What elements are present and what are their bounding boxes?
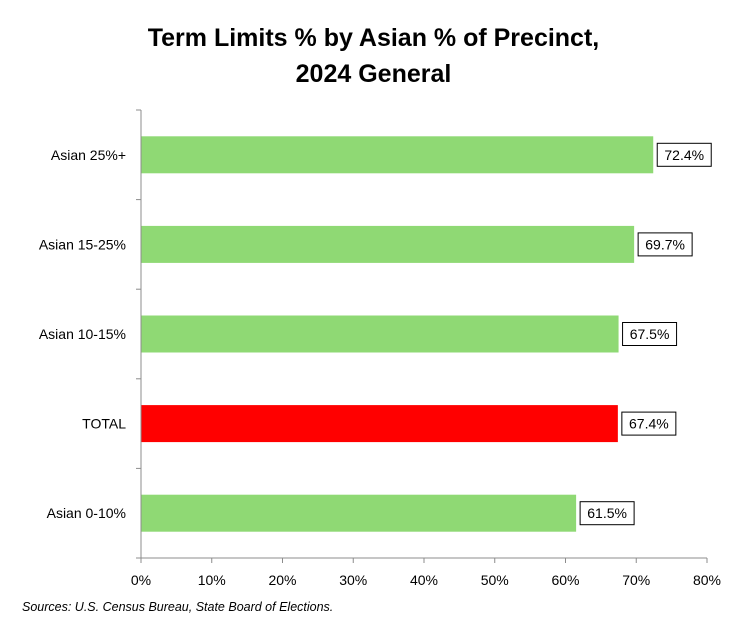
- data-label-box: [637, 232, 693, 257]
- bar: [141, 225, 635, 263]
- x-tick-label: 10%: [198, 572, 226, 588]
- category-label: Asian 15-25%: [39, 236, 126, 252]
- category-label: Asian 0-10%: [47, 505, 126, 521]
- data-label-box: [621, 411, 677, 436]
- x-tick-label: 80%: [693, 572, 721, 588]
- category-label: Asian 25%+: [51, 147, 126, 163]
- bar: [141, 494, 577, 532]
- x-tick-label: 40%: [410, 572, 438, 588]
- data-label: 72.4%: [664, 147, 704, 163]
- data-label-box: [579, 501, 635, 526]
- data-label: 67.4%: [629, 416, 669, 432]
- x-tick-label: 20%: [268, 572, 296, 588]
- x-tick-label: 0%: [131, 572, 151, 588]
- data-label: 67.5%: [630, 326, 670, 342]
- x-tick-label: 30%: [339, 572, 367, 588]
- chart-title: Term Limits % by Asian % of Precinct, 20…: [0, 20, 747, 92]
- bar: [141, 405, 618, 443]
- bar: [141, 136, 654, 174]
- x-tick-label: 50%: [481, 572, 509, 588]
- source-note: Sources: U.S. Census Bureau, State Board…: [22, 600, 334, 614]
- data-label: 69.7%: [645, 236, 685, 252]
- bar: [141, 315, 619, 353]
- data-label-box: [622, 322, 678, 346]
- category-label: TOTAL: [82, 416, 126, 432]
- data-label-box: [656, 142, 712, 167]
- category-label: Asian 10-15%: [39, 326, 126, 342]
- x-tick-label: 60%: [551, 572, 579, 588]
- chart-title-line-1: Term Limits % by Asian % of Precinct,: [147, 24, 600, 52]
- data-label: 61.5%: [587, 505, 627, 521]
- chart-title-line-2: 2024 General: [295, 60, 452, 88]
- x-tick-label: 70%: [622, 572, 650, 588]
